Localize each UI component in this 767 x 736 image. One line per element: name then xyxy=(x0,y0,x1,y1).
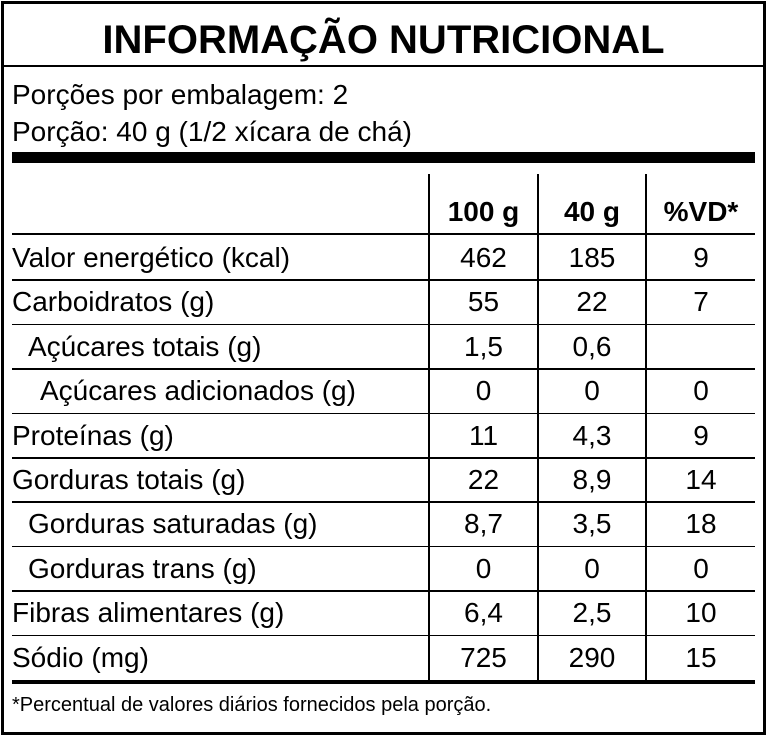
title-rule xyxy=(4,65,763,67)
cell-value: 14 xyxy=(685,464,717,495)
row-label: Gorduras trans (g) xyxy=(28,552,257,584)
column-rule xyxy=(537,174,539,682)
row-rule xyxy=(12,545,755,548)
thick-rule xyxy=(12,152,755,163)
cell-value: 185 xyxy=(568,242,616,273)
row-label: Açúcares totais (g) xyxy=(28,330,262,362)
cell-value: 8,7 xyxy=(464,508,503,540)
cell-value: 0 xyxy=(584,552,600,584)
cell-value: 0 xyxy=(693,375,709,407)
footnote: *Percentual de valores diários fornecido… xyxy=(12,694,492,716)
title: INFORMAÇÃO NUTRICIONAL xyxy=(102,18,665,62)
cell-value: 0 xyxy=(475,552,492,584)
row-label: Gorduras totais (g) xyxy=(12,464,246,495)
cell-value: 725 xyxy=(460,641,507,673)
cell-value: 10 xyxy=(685,597,717,629)
cell-value: 0,6 xyxy=(572,330,612,362)
cell-value: 9 xyxy=(693,419,709,451)
cell-value: 0 xyxy=(584,375,600,407)
cell-value: 3,5 xyxy=(572,508,612,540)
row-label: Proteínas (g) xyxy=(12,419,174,451)
row-label: Gorduras saturadas (g) xyxy=(28,508,318,540)
cell-value: 11 xyxy=(468,419,499,451)
cell-value: 8,9 xyxy=(572,464,612,495)
column-header: %VD* xyxy=(663,196,739,227)
cell-value: 0 xyxy=(475,375,492,407)
cell-value: 0 xyxy=(693,552,709,584)
row-label: Carboidratos (g) xyxy=(12,286,215,318)
row-rule xyxy=(12,412,755,415)
row-rule xyxy=(12,279,755,281)
cell-value: 1,5 xyxy=(464,330,503,362)
row-rule xyxy=(12,457,755,459)
cell-value: 2,5 xyxy=(572,597,612,629)
bottom-rule xyxy=(12,680,755,684)
column-header: 100 g xyxy=(447,196,520,227)
row-rule xyxy=(12,323,755,326)
row-label: Sódio (mg) xyxy=(12,641,149,673)
cell-value: 22 xyxy=(576,286,608,318)
cell-value: 7 xyxy=(693,286,709,318)
cell-value: 290 xyxy=(568,641,616,673)
servings-line: Porções por embalagem: 2 xyxy=(12,79,349,110)
row-label: Fibras alimentares (g) xyxy=(12,597,285,629)
cell-value: 9 xyxy=(693,242,709,273)
cell-value: 18 xyxy=(685,508,717,540)
column-rule xyxy=(428,174,430,682)
cell-value: 462 xyxy=(460,242,507,273)
servings-line: Porção: 40 g (1/2 xícara de chá) xyxy=(12,116,412,147)
column-rule xyxy=(645,174,647,682)
cell-value: 6,4 xyxy=(464,597,503,629)
header-rule xyxy=(12,233,755,235)
cell-value: 55 xyxy=(467,286,500,318)
row-rule xyxy=(12,634,755,637)
row-rule xyxy=(12,501,755,503)
cell-value: 22 xyxy=(467,464,500,495)
cell-value: 15 xyxy=(685,641,717,673)
cell-value: 4,3 xyxy=(572,419,612,451)
row-rule xyxy=(12,368,755,370)
row-label: Açúcares adicionados (g) xyxy=(40,375,356,407)
row-rule xyxy=(12,590,755,592)
row-label: Valor energético (kcal) xyxy=(12,242,291,273)
column-header: 40 g xyxy=(563,196,621,227)
